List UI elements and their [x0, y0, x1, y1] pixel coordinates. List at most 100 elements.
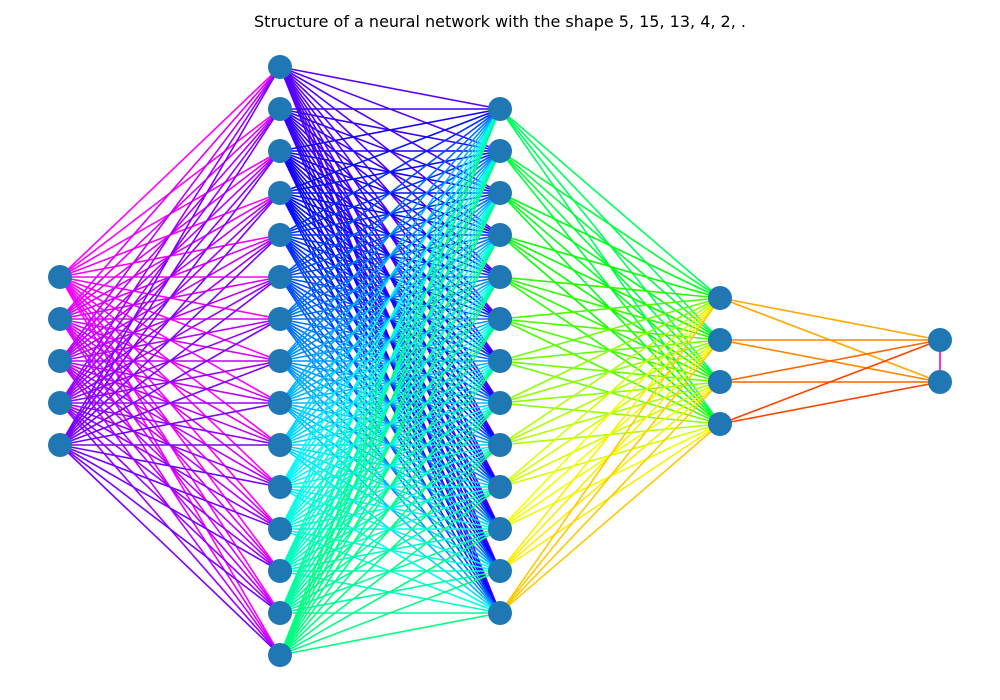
edge-l1-n14-to-l2-n6: [279, 360, 501, 656]
edge-l1-n14-to-l2-n0: [279, 108, 501, 656]
edge-l0-n3-to-l1-n0: [59, 66, 281, 404]
edge-l1-n14-to-l2-n12: [279, 612, 501, 656]
edge-l1-n14-to-l2-n10: [279, 528, 501, 656]
node-layer3-0: [708, 286, 732, 310]
node-layer1-7: [268, 349, 292, 373]
edge-l0-n2-to-l1-n0: [59, 66, 281, 362]
edge-l1-n14-to-l2-n1: [279, 150, 501, 656]
edge-l2-n5-to-l3-n0: [499, 297, 721, 320]
edge-l2-n12-to-l3-n0: [499, 297, 721, 614]
edge-l3-n3-to-l4-n1: [719, 381, 941, 425]
edge-l1-n14-to-l2-n5: [279, 318, 501, 656]
node-layer1-14: [268, 643, 292, 667]
node-layer2-10: [488, 517, 512, 541]
node-layer2-2: [488, 181, 512, 205]
edge-l2-n0-to-l3-n0: [499, 108, 721, 299]
edges-group: [59, 66, 941, 656]
edge-l1-n0-to-l2-n0: [279, 66, 501, 110]
node-layer3-3: [708, 412, 732, 436]
edge-l0-n4-to-l1-n0: [59, 66, 281, 446]
edge-l0-n4-to-l1-n12: [59, 444, 281, 572]
edge-l1-n14-to-l2-n9: [279, 486, 501, 656]
edge-l1-n5-to-l2-n0: [279, 108, 501, 278]
diagram-title: Structure of a neural network with the s…: [254, 12, 746, 31]
node-layer1-3: [268, 181, 292, 205]
node-layer1-5: [268, 265, 292, 289]
edge-l0-n4-to-l1-n11: [59, 444, 281, 530]
edge-l0-n4-to-l1-n14: [59, 444, 281, 656]
node-layer1-10: [268, 475, 292, 499]
edge-l2-n12-to-l3-n3: [499, 423, 721, 614]
edge-l2-n8-to-l3-n0: [499, 297, 721, 446]
edge-l1-n10-to-l2-n0: [279, 108, 501, 488]
node-layer2-12: [488, 601, 512, 625]
node-layer1-0: [268, 55, 292, 79]
node-layer1-13: [268, 601, 292, 625]
node-layer2-6: [488, 349, 512, 373]
edge-l1-n8-to-l2-n0: [279, 108, 501, 404]
node-layer2-7: [488, 391, 512, 415]
edge-l1-n9-to-l2-n0: [279, 108, 501, 446]
node-layer2-4: [488, 265, 512, 289]
edge-l0-n4-to-l1-n7: [59, 360, 281, 446]
edge-l3-n0-to-l4-n0: [719, 297, 941, 341]
node-layer4-0: [928, 328, 952, 352]
edge-l0-n4-to-l1-n10: [59, 444, 281, 488]
node-layer2-3: [488, 223, 512, 247]
edge-l1-n13-to-l2-n0: [279, 108, 501, 614]
node-layer2-0: [488, 97, 512, 121]
edge-l1-n14-to-l2-n2: [279, 192, 501, 656]
edge-l1-n11-to-l2-n0: [279, 108, 501, 530]
edge-l1-n14-to-l2-n8: [279, 444, 501, 656]
edge-l2-n12-to-l3-n2: [499, 381, 721, 614]
edge-l1-n6-to-l2-n0: [279, 108, 501, 320]
node-layer1-4: [268, 223, 292, 247]
node-layer3-1: [708, 328, 732, 352]
edge-l2-n1-to-l3-n0: [499, 150, 721, 299]
edge-l0-n4-to-l1-n3: [59, 192, 281, 446]
edge-l3-n3-to-l4-n0: [719, 339, 941, 425]
node-layer0-1: [48, 307, 72, 331]
node-layer2-11: [488, 559, 512, 583]
edge-l2-n12-to-l3-n1: [499, 339, 721, 614]
node-layer2-1: [488, 139, 512, 163]
edge-l1-n14-to-l2-n11: [279, 570, 501, 656]
edge-l1-n7-to-l2-n0: [279, 108, 501, 362]
edge-l2-n2-to-l3-n0: [499, 192, 721, 299]
node-layer2-8: [488, 433, 512, 457]
edge-l0-n4-to-l1-n4: [59, 234, 281, 446]
node-layer1-9: [268, 433, 292, 457]
edge-l0-n4-to-l1-n1: [59, 108, 281, 446]
edge-l1-n12-to-l2-n0: [279, 108, 501, 572]
edge-l0-n4-to-l1-n2: [59, 150, 281, 446]
node-layer1-2: [268, 139, 292, 163]
edge-l1-n14-to-l2-n3: [279, 234, 501, 656]
edge-l2-n3-to-l3-n0: [499, 234, 721, 299]
node-layer0-0: [48, 265, 72, 289]
node-layer2-9: [488, 475, 512, 499]
edge-l2-n11-to-l3-n0: [499, 297, 721, 572]
edge-l0-n4-to-l1-n13: [59, 444, 281, 614]
node-layer1-8: [268, 391, 292, 415]
edge-l3-n2-to-l4-n0: [719, 339, 941, 383]
node-layer0-2: [48, 349, 72, 373]
node-layer2-5: [488, 307, 512, 331]
edge-l2-n7-to-l3-n0: [499, 297, 721, 404]
edge-l0-n4-to-l1-n8: [59, 402, 281, 446]
edge-l1-n3-to-l2-n0: [279, 108, 501, 194]
edge-l0-n4-to-l1-n6: [59, 318, 281, 446]
node-layer3-2: [708, 370, 732, 394]
edge-l1-n14-to-l2-n4: [279, 276, 501, 656]
node-layer1-1: [268, 97, 292, 121]
edge-l2-n9-to-l3-n0: [499, 297, 721, 488]
edge-l2-n10-to-l3-n0: [499, 297, 721, 530]
edge-l0-n1-to-l1-n0: [59, 66, 281, 320]
node-layer0-3: [48, 391, 72, 415]
node-layer0-4: [48, 433, 72, 457]
nodes-group: [48, 55, 952, 667]
edge-l1-n2-to-l2-n0: [279, 108, 501, 152]
edge-l0-n0-to-l1-n0: [59, 66, 281, 278]
node-layer1-11: [268, 517, 292, 541]
edge-l1-n14-to-l2-n7: [279, 402, 501, 656]
